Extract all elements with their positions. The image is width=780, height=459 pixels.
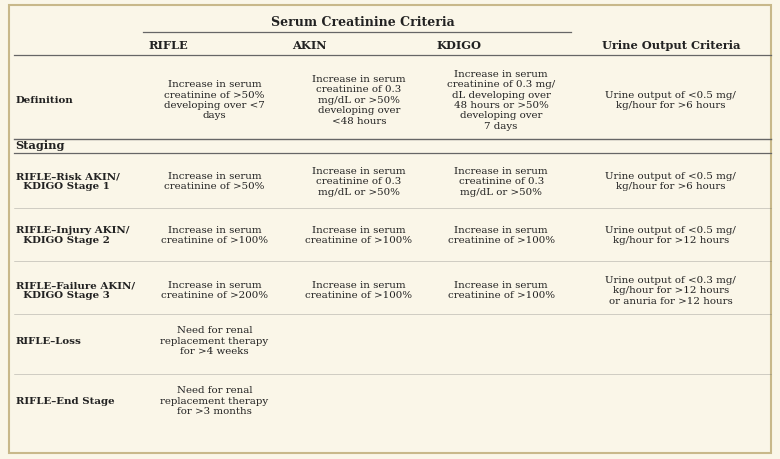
Text: Increase in serum
creatinine of >100%: Increase in serum creatinine of >100% — [305, 225, 413, 245]
Text: RIFLE: RIFLE — [148, 39, 188, 50]
Text: Increase in serum
creatinine of >100%: Increase in serum creatinine of >100% — [448, 280, 555, 300]
Text: Urine Output Criteria: Urine Output Criteria — [601, 39, 740, 50]
Text: KDIGO: KDIGO — [437, 39, 482, 50]
Text: Increase in serum
creatinine of 0.3 mg/
dL developing over
48 hours or >50%
deve: Increase in serum creatinine of 0.3 mg/ … — [447, 70, 555, 130]
Text: Increase in serum
creatinine of >50%: Increase in serum creatinine of >50% — [165, 172, 264, 191]
Text: Definition: Definition — [16, 95, 73, 105]
Text: Need for renal
replacement therapy
for >4 weeks: Need for renal replacement therapy for >… — [161, 326, 268, 355]
Text: Staging: Staging — [16, 140, 65, 151]
Text: Serum Creatinine Criteria: Serum Creatinine Criteria — [271, 16, 455, 28]
Text: Increase in serum
creatinine of 0.3
mg/dL or >50%: Increase in serum creatinine of 0.3 mg/d… — [312, 167, 406, 196]
Text: RIFLE–Risk AKIN/
  KDIGO Stage 1: RIFLE–Risk AKIN/ KDIGO Stage 1 — [16, 172, 119, 191]
Text: Increase in serum
creatinine of >50%
developing over <7
days: Increase in serum creatinine of >50% dev… — [164, 80, 265, 120]
Text: Increase in serum
creatinine of >100%: Increase in serum creatinine of >100% — [448, 225, 555, 245]
Text: Increase in serum
creatinine of >100%: Increase in serum creatinine of >100% — [305, 280, 413, 300]
Text: Increase in serum
creatinine of 0.3
mg/dL or >50%
developing over
<48 hours: Increase in serum creatinine of 0.3 mg/d… — [312, 75, 406, 125]
Text: Increase in serum
creatinine of >200%: Increase in serum creatinine of >200% — [161, 280, 268, 300]
Text: Urine output of <0.5 mg/
kg/hour for >6 hours: Urine output of <0.5 mg/ kg/hour for >6 … — [605, 172, 736, 191]
Text: AKIN: AKIN — [292, 39, 327, 50]
Text: Urine output of <0.3 mg/
kg/hour for >12 hours
or anuria for >12 hours: Urine output of <0.3 mg/ kg/hour for >12… — [605, 275, 736, 305]
Text: RIFLE–Loss: RIFLE–Loss — [16, 336, 81, 345]
Text: RIFLE–Failure AKIN/
  KDIGO Stage 3: RIFLE–Failure AKIN/ KDIGO Stage 3 — [16, 280, 135, 300]
Text: RIFLE–End Stage: RIFLE–End Stage — [16, 396, 114, 405]
Text: Increase in serum
creatinine of >100%: Increase in serum creatinine of >100% — [161, 225, 268, 245]
Text: RIFLE–Injury AKIN/
  KDIGO Stage 2: RIFLE–Injury AKIN/ KDIGO Stage 2 — [16, 225, 129, 245]
Text: Urine output of <0.5 mg/
kg/hour for >6 hours: Urine output of <0.5 mg/ kg/hour for >6 … — [605, 90, 736, 110]
Text: Urine output of <0.5 mg/
kg/hour for >12 hours: Urine output of <0.5 mg/ kg/hour for >12… — [605, 225, 736, 245]
Text: Need for renal
replacement therapy
for >3 months: Need for renal replacement therapy for >… — [161, 386, 268, 415]
Text: Increase in serum
creatinine of 0.3
mg/dL or >50%: Increase in serum creatinine of 0.3 mg/d… — [454, 167, 548, 196]
